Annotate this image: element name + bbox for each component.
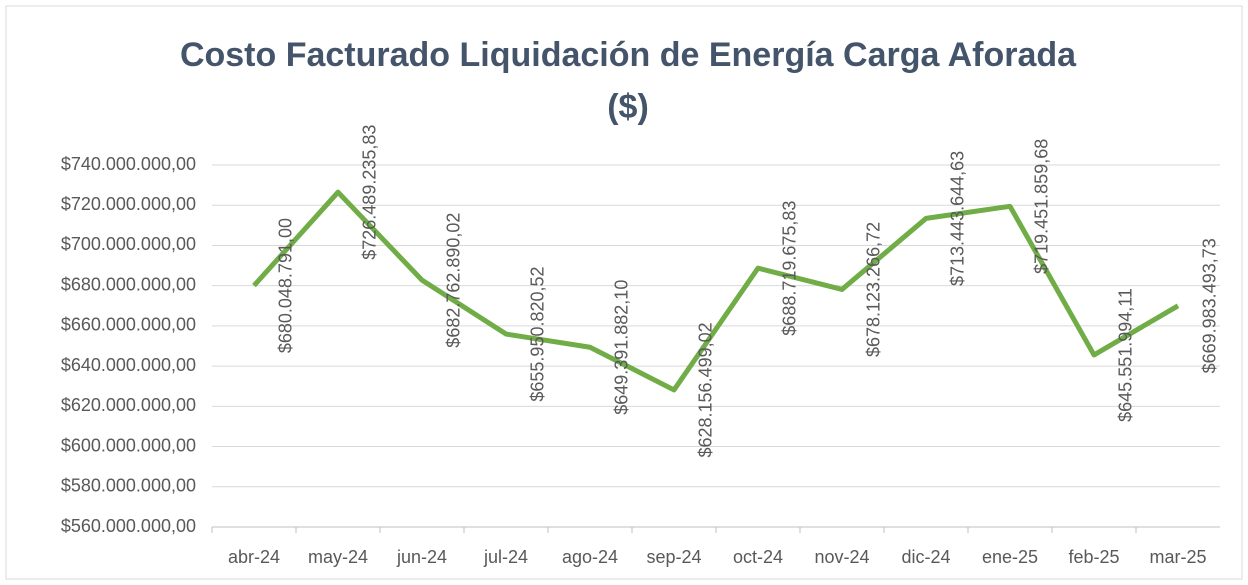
x-tick-label: oct-24 — [733, 547, 783, 567]
data-label: $713.443.644,63 — [948, 151, 968, 286]
data-label: $628.156.499,02 — [696, 322, 716, 457]
y-tick-label: $660.000.000,00 — [61, 315, 196, 335]
data-label: $688.719.675,83 — [780, 201, 800, 336]
data-label: $682.762.890,02 — [444, 213, 464, 348]
data-label: $645.551.994,11 — [1116, 288, 1136, 422]
x-tick-label: feb-25 — [1068, 547, 1119, 567]
chart-title: ($) — [607, 88, 649, 126]
data-line — [252, 189, 1180, 393]
data-label: $649.391.882,10 — [612, 280, 632, 415]
data-label: $655.950.820,52 — [528, 266, 548, 401]
x-tick-label: may-24 — [308, 547, 368, 567]
x-tick-label: abr-24 — [228, 547, 280, 567]
y-tick-label: $680.000.000,00 — [61, 274, 196, 294]
x-tick-label: dic-24 — [901, 547, 950, 567]
x-tick-label: ene-25 — [982, 547, 1038, 567]
chart-title: Costo Facturado Liquidación de Energía C… — [180, 36, 1077, 74]
data-label: $678.123.266,72 — [864, 222, 884, 357]
y-tick-label: $620.000.000,00 — [61, 395, 196, 415]
data-label: $726.489.235,83 — [360, 125, 380, 260]
chart-border — [5, 5, 1243, 580]
x-tick-label: jul-24 — [483, 547, 528, 567]
y-tick-label: $640.000.000,00 — [61, 355, 196, 375]
x-tick-label: sep-24 — [646, 547, 701, 567]
y-tick-label: $720.000.000,00 — [61, 194, 196, 214]
y-tick-label: $740.000.000,00 — [61, 154, 196, 174]
data-label: $719.451.859,68 — [1032, 139, 1052, 274]
data-label: $680.048.791,00 — [276, 218, 296, 353]
x-tick-label: jun-24 — [396, 547, 447, 567]
y-tick-label: $600.000.000,00 — [61, 435, 196, 455]
x-tick-label: mar-25 — [1149, 547, 1206, 567]
x-tick-label: nov-24 — [814, 547, 869, 567]
x-tick-label: ago-24 — [562, 547, 618, 567]
y-tick-label: $700.000.000,00 — [61, 234, 196, 254]
y-tick-label: $560.000.000,00 — [61, 516, 196, 536]
data-label: $669.983.493,73 — [1200, 238, 1220, 373]
y-tick-label: $580.000.000,00 — [61, 476, 196, 496]
